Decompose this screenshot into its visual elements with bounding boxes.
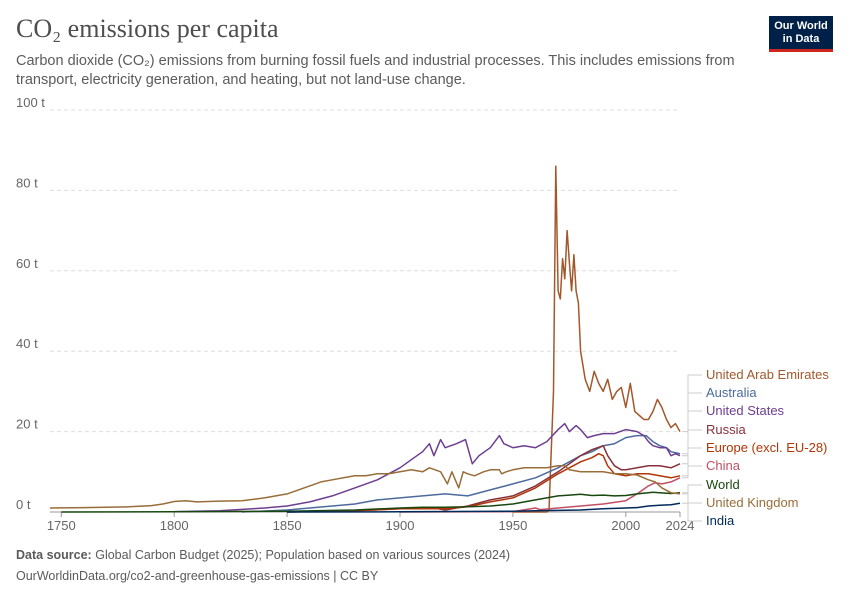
legend-connector [682,465,702,479]
legend-connector [682,447,702,477]
source-url[interactable]: OurWorldinData.org/co2-and-greenhouse-ga… [16,569,379,583]
legend-connector [682,410,702,457]
series-line [241,434,681,513]
x-tick-label: 1850 [273,518,302,533]
legend-connector [682,502,702,522]
x-tick-label: 1800 [160,518,189,533]
data-source: Data source: Global Carbon Budget (2025)… [16,548,510,562]
x-tick-label: 1750 [47,518,76,533]
x-tick-label: 2024 [666,518,695,533]
series-line [512,165,681,513]
chart-subtitle: Carbon dioxide (CO₂) emissions from burn… [16,53,735,88]
series-line [49,465,681,509]
x-tick-label: 1900 [386,518,415,533]
legend-connector [682,429,702,465]
legend-entry: Russia [706,422,747,437]
logo-line-1: Our World [774,20,828,32]
y-tick-label: 60 t [16,256,38,271]
legend-connector [682,374,702,433]
data-source-label: Data source: [16,548,92,562]
legend-entry: United Kingdom [706,495,799,510]
logo-line-2: in Data [782,33,820,45]
legend-connector [682,392,702,455]
series-line [287,502,681,513]
legend-entry: World [706,477,740,492]
series-line [61,491,681,513]
legend-entry: United States [706,403,785,418]
owid-logo[interactable]: Our World in Data [769,16,833,52]
legend-entry: China [706,458,741,473]
legend-entry: Australia [706,385,757,400]
y-tick-label: 80 t [16,175,38,190]
y-tick-label: 100 t [16,95,45,110]
x-tick-label: 2000 [611,518,640,533]
legend-entry: India [706,513,735,528]
legend-connector [682,493,702,504]
y-tick-label: 0 t [16,497,31,512]
series-line [174,422,681,513]
series-line [287,452,681,513]
y-tick-label: 20 t [16,417,38,432]
legend-entry: United Arab Emirates [706,367,829,382]
y-tick-label: 40 t [16,336,38,351]
series-line [399,477,681,513]
legend-entry: Europe (excl. EU-28) [706,440,827,455]
chart-title: CO₂ emissions per capita [16,14,279,43]
x-tick-label: 1950 [498,518,527,533]
legend-connector [682,484,702,494]
data-source-text: Global Carbon Budget (2025); Population … [95,548,511,562]
